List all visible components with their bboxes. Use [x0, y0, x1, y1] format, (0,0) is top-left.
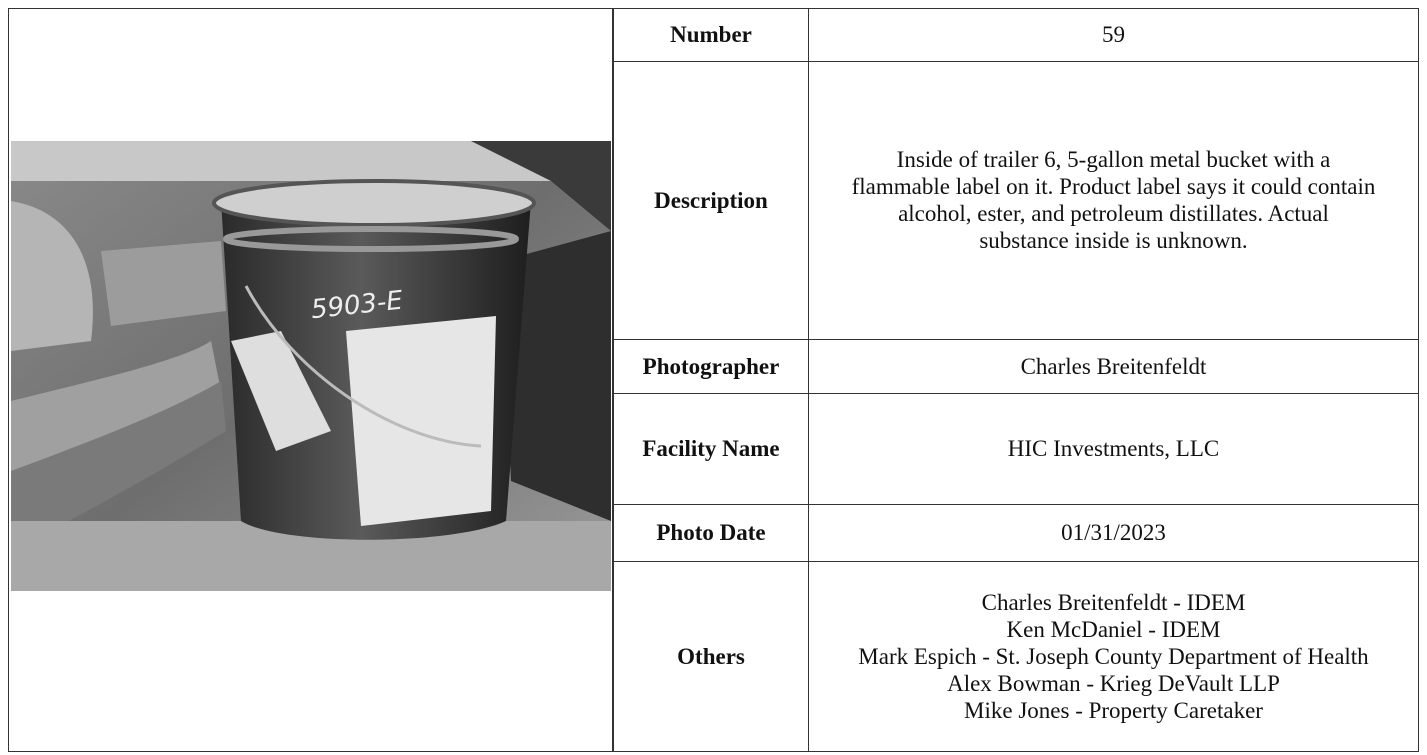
person-line: Alex Bowman - Krieg DeVault LLP [947, 670, 1280, 696]
row-label: Description [613, 60, 809, 340]
photo-cell: 5903-E [9, 9, 613, 751]
row-value: Inside of trailer 6, 5-gallon metal buck… [808, 60, 1418, 340]
photo: 5903-E [11, 141, 611, 591]
row-label: Facility Name [613, 392, 809, 505]
photo-log-sheet: 5903-E Number 59 Description Inside of trai… [8, 8, 1419, 752]
row-label: Photo Date [613, 503, 809, 562]
row-value: HIC Investments, LLC [808, 392, 1418, 505]
table-row: Photographer Charles Breitenfeldt [613, 338, 1418, 394]
person-line: Mike Jones - Property Caretaker [964, 697, 1263, 723]
table-row: Facility Name HIC Investments, LLC [613, 392, 1418, 505]
table-row: Number 59 [613, 9, 1418, 62]
row-label: Number [613, 9, 809, 62]
row-value: 59 [808, 9, 1418, 62]
table-row: Description Inside of trailer 6, 5-gallon… [613, 60, 1418, 340]
row-label: Photographer [613, 338, 809, 394]
table-row: Photo Date 01/31/2023 [613, 503, 1418, 562]
row-value: Charles Breitenfeldt - IDEM Ken McDaniel … [808, 560, 1418, 752]
person-line: Charles Breitenfeldt - IDEM [981, 589, 1246, 615]
info-table: Number 59 Description Inside of trailer 6, … [613, 9, 1418, 752]
person-line: Ken McDaniel - IDEM [1006, 616, 1221, 642]
row-value: 01/31/2023 [808, 503, 1418, 562]
row-value: Charles Breitenfeldt [808, 338, 1418, 394]
row-label: Others [613, 560, 809, 752]
person-line: Mark Espich - St. Joseph County Departme… [858, 643, 1369, 669]
table-row: Others Charles Breitenfeldt - IDEM Ken McD… [613, 560, 1418, 752]
